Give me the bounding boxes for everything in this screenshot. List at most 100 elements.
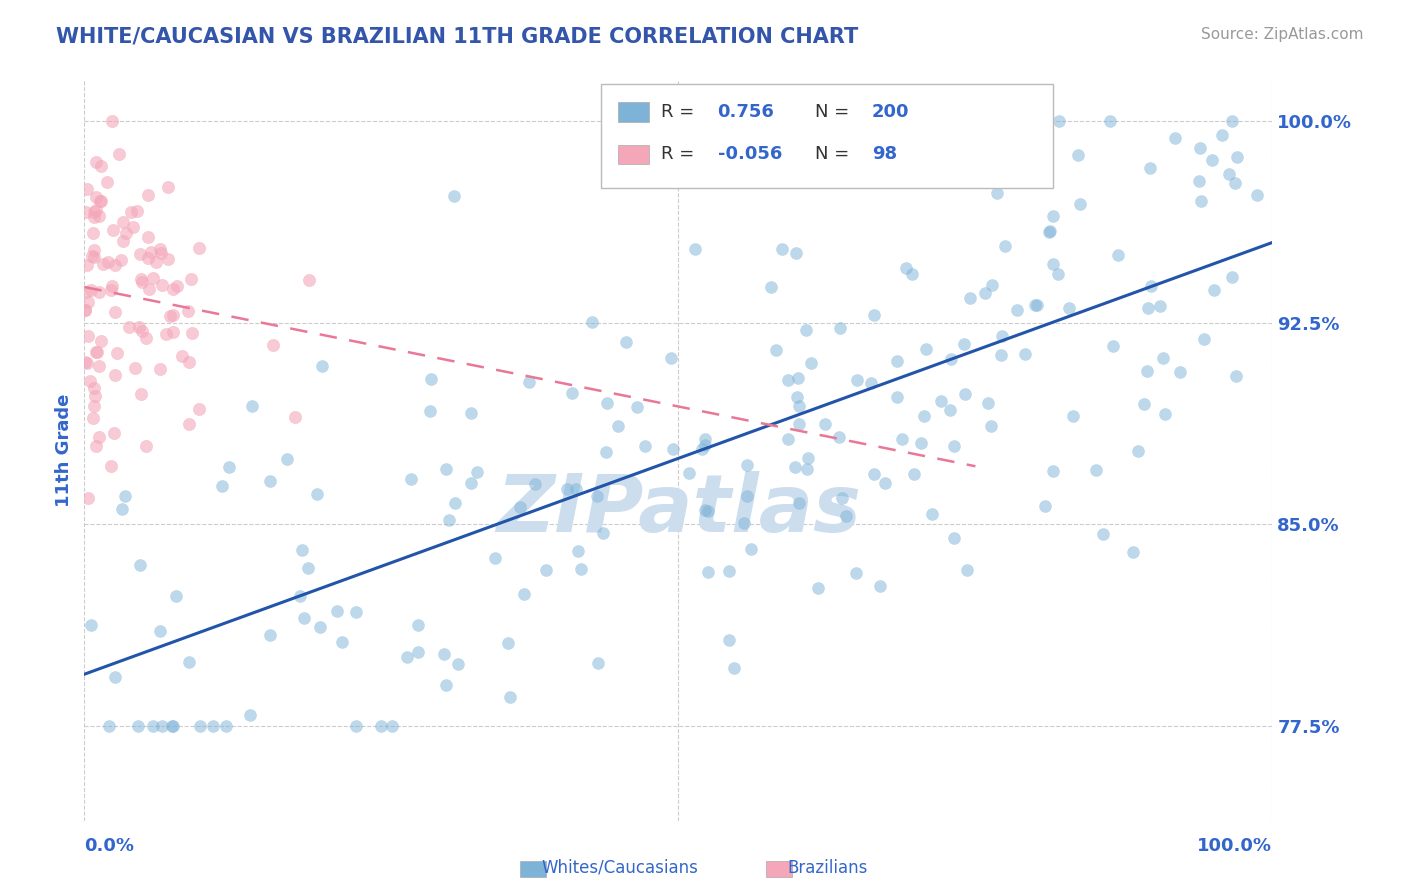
Point — [845, 566, 868, 580]
Point — [1246, 188, 1268, 202]
Point — [381, 719, 404, 733]
Point — [977, 395, 1000, 409]
Point — [90, 334, 112, 348]
Point — [112, 234, 135, 248]
Point — [1033, 500, 1056, 514]
Point — [77, 295, 100, 310]
Point — [155, 326, 177, 341]
Point — [794, 323, 817, 337]
Point — [1153, 407, 1175, 421]
Point — [1024, 298, 1046, 312]
Point — [980, 418, 1002, 433]
Point — [83, 210, 105, 224]
Point — [114, 489, 136, 503]
Point — [1042, 464, 1064, 478]
Point — [105, 345, 128, 359]
Point — [1149, 299, 1171, 313]
Point — [467, 465, 489, 479]
Text: 0.756: 0.756 — [717, 103, 775, 121]
Point — [97, 719, 120, 733]
Point — [953, 337, 976, 351]
Point — [988, 125, 1011, 139]
Point — [997, 113, 1019, 128]
Point — [150, 245, 173, 260]
Point — [86, 439, 108, 453]
Point — [828, 430, 851, 444]
Point — [1188, 141, 1211, 155]
Point — [496, 636, 519, 650]
Point — [162, 282, 184, 296]
Point — [434, 462, 457, 476]
Point — [524, 477, 547, 491]
Point — [1168, 365, 1191, 379]
Point — [136, 229, 159, 244]
Point — [311, 359, 333, 374]
Point — [1201, 153, 1223, 167]
Point — [659, 351, 682, 365]
Point — [787, 417, 810, 431]
Point — [929, 393, 952, 408]
Point — [344, 605, 367, 619]
Point — [903, 467, 925, 482]
Point — [325, 604, 347, 618]
Point — [690, 442, 713, 457]
Point — [84, 344, 107, 359]
Point — [894, 261, 917, 276]
Point — [142, 719, 165, 733]
Point — [399, 472, 422, 486]
Point — [142, 270, 165, 285]
Point — [77, 491, 100, 505]
Point — [239, 708, 262, 723]
Point — [778, 432, 800, 446]
Point — [127, 719, 149, 733]
Point — [733, 516, 755, 531]
Point — [941, 351, 963, 366]
Point — [408, 645, 430, 659]
Point — [330, 635, 353, 649]
Point — [138, 282, 160, 296]
Text: 98: 98 — [872, 145, 897, 163]
Point — [1039, 224, 1062, 238]
Point — [860, 376, 883, 390]
Point — [800, 356, 823, 370]
Point — [606, 418, 628, 433]
Point — [100, 459, 122, 474]
Point — [83, 243, 105, 257]
Point — [1085, 463, 1108, 477]
Point — [1042, 209, 1064, 223]
Point — [86, 190, 108, 204]
Point — [79, 375, 101, 389]
Point — [761, 280, 783, 294]
Point — [419, 404, 441, 418]
Point — [1057, 301, 1080, 316]
Point — [835, 508, 858, 523]
Point — [162, 719, 184, 733]
Point — [1026, 298, 1049, 312]
Point — [103, 426, 125, 441]
Point — [956, 563, 979, 577]
Point — [953, 387, 976, 401]
Point — [484, 550, 506, 565]
Point — [97, 255, 120, 269]
Point — [83, 389, 105, 403]
Point — [685, 242, 707, 256]
Point — [1047, 113, 1070, 128]
Point — [912, 409, 935, 423]
Point — [1005, 302, 1028, 317]
Point — [103, 223, 125, 237]
Point — [869, 579, 891, 593]
Point — [1218, 167, 1240, 181]
Text: WHITE/CAUCASIAN VS BRAZILIAN 11TH GRADE CORRELATION CHART: WHITE/CAUCASIAN VS BRAZILIAN 11TH GRADE … — [56, 27, 859, 46]
Point — [138, 188, 160, 202]
Point — [218, 460, 240, 475]
Point — [87, 359, 110, 374]
Point — [297, 561, 319, 575]
Point — [188, 241, 211, 255]
Point — [787, 496, 810, 510]
Point — [259, 628, 281, 642]
Point — [595, 445, 617, 459]
Point — [695, 503, 717, 517]
Point — [717, 633, 740, 648]
Point — [921, 507, 943, 521]
Point — [991, 329, 1014, 343]
